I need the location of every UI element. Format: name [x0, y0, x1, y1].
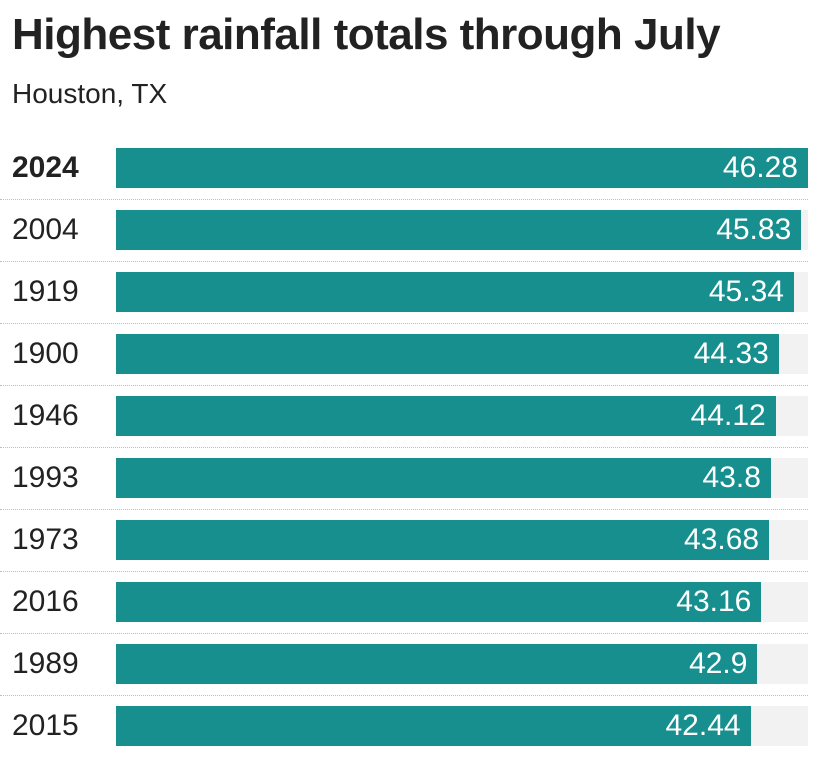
bar-chart: 2024 46.28 2004 45.83 1919 45.34 1900 44.33 1946…: [0, 140, 820, 760]
row-divider: [0, 695, 808, 696]
bar-value-label: 43.68: [684, 523, 760, 556]
bar-track: 44.12: [116, 396, 808, 436]
bar: 46.28: [116, 148, 808, 188]
bar: 44.12: [116, 396, 776, 436]
bar-row: 1919 45.34: [0, 264, 820, 326]
chart-title: Highest rainfall totals through July: [12, 10, 721, 59]
bar: 42.44: [116, 706, 751, 746]
bar-value-label: 46.28: [722, 151, 798, 184]
bar-value-label: 44.33: [693, 337, 769, 370]
bar: 43.16: [116, 582, 762, 622]
bar-track: 43.16: [116, 582, 808, 622]
category-label: 1973: [12, 523, 79, 556]
bar: 44.33: [116, 334, 779, 374]
row-divider: [0, 199, 808, 200]
row-divider: [0, 261, 808, 262]
row-divider: [0, 447, 808, 448]
bar-row: 2004 45.83: [0, 202, 820, 264]
bar-track: 46.28: [116, 148, 808, 188]
row-divider: [0, 633, 808, 634]
bar-value-label: 42.44: [665, 709, 741, 742]
category-label: 1900: [12, 337, 79, 370]
row-divider: [0, 509, 808, 510]
bar-row: 1900 44.33: [0, 326, 820, 388]
bar-row: 1946 44.12: [0, 388, 820, 450]
bar-track: 45.34: [116, 272, 808, 312]
category-label: 1946: [12, 399, 79, 432]
bar: 43.68: [116, 520, 770, 560]
category-label: 1989: [12, 647, 79, 680]
category-label: 2015: [12, 709, 79, 742]
category-label: 2004: [12, 213, 79, 246]
bar-row: 2024 46.28: [0, 140, 820, 202]
bar: 43.8: [116, 458, 771, 498]
bar-track: 43.8: [116, 458, 808, 498]
bar-track: 42.44: [116, 706, 808, 746]
bar-value-label: 45.83: [716, 213, 792, 246]
bar-row: 1973 43.68: [0, 512, 820, 574]
chart-subtitle: Houston, TX: [12, 78, 168, 109]
bar-track: 42.9: [116, 644, 808, 684]
bar: 45.34: [116, 272, 794, 312]
row-divider: [0, 571, 808, 572]
category-label: 2016: [12, 585, 79, 618]
bar-value-label: 44.12: [690, 399, 766, 432]
bar-row: 2015 42.44: [0, 698, 820, 760]
bar-value-label: 45.34: [708, 275, 784, 308]
row-divider: [0, 323, 808, 324]
bar-track: 43.68: [116, 520, 808, 560]
bar-row: 2016 43.16: [0, 574, 820, 636]
row-divider: [0, 385, 808, 386]
bar-track: 44.33: [116, 334, 808, 374]
bar-value-label: 42.9: [689, 647, 748, 680]
bar-value-label: 43.8: [702, 461, 761, 494]
bar-value-label: 43.16: [676, 585, 752, 618]
bar-row: 1993 43.8: [0, 450, 820, 512]
category-label: 1919: [12, 275, 79, 308]
category-label: 1993: [12, 461, 79, 494]
bar-track: 45.83: [116, 210, 808, 250]
bar: 42.9: [116, 644, 758, 684]
bar-row: 1989 42.9: [0, 636, 820, 698]
category-label: 2024: [12, 151, 79, 184]
bar: 45.83: [116, 210, 802, 250]
